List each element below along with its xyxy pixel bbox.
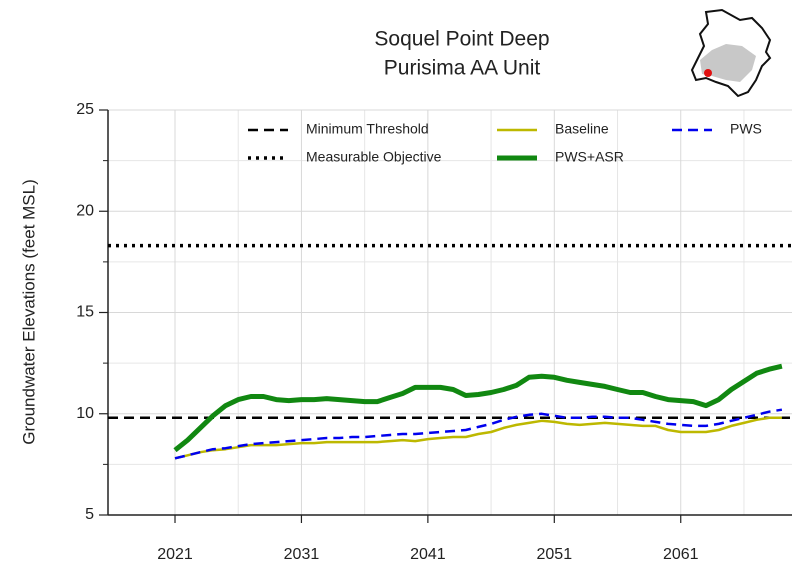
series-line	[173, 363, 783, 453]
chart-subtitle: Purisima AA Unit	[384, 57, 541, 80]
legend-label: PWS+ASR	[555, 149, 624, 165]
legend-label: Measurable Objective	[306, 149, 442, 165]
x-tick-label: 2041	[410, 546, 446, 563]
y-tick-label: 15	[76, 304, 94, 321]
y-tick-label: 25	[76, 101, 94, 118]
x-tick-label: 2061	[663, 546, 699, 563]
map-well	[704, 69, 712, 77]
legend-label: Minimum Threshold	[306, 121, 429, 137]
legend-label: Baseline	[555, 121, 609, 137]
y-tick-label: 5	[85, 506, 94, 523]
y-tick-label: 20	[76, 202, 94, 219]
chart-title: Soquel Point Deep	[374, 28, 549, 51]
y-axis-label: Groundwater Elevations (feet MSL)	[19, 179, 38, 445]
series-line	[174, 408, 783, 460]
location-map	[690, 8, 772, 98]
y-tick-label: 10	[76, 405, 94, 422]
series-line	[174, 416, 782, 460]
map-basin	[700, 44, 756, 82]
legend-label: PWS	[730, 121, 762, 137]
x-tick-label: 2031	[284, 546, 320, 563]
x-tick-label: 2051	[537, 546, 573, 563]
x-tick-label: 2021	[157, 546, 193, 563]
